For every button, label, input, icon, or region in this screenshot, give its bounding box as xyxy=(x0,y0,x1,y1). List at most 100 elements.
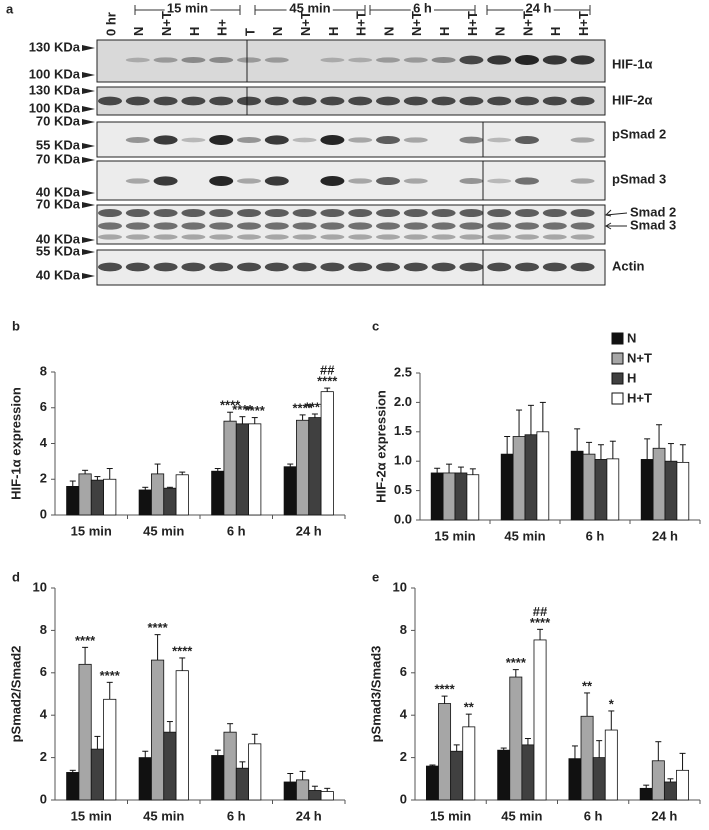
blot-band xyxy=(264,262,289,272)
blot-band xyxy=(459,55,484,65)
y-tick-label: 2 xyxy=(40,749,47,764)
blot-band xyxy=(320,222,345,230)
legend-swatch xyxy=(611,372,624,385)
bar xyxy=(163,487,177,516)
blot-band xyxy=(181,262,206,272)
y-tick-label: 4 xyxy=(40,435,48,450)
y-tick-label: 6 xyxy=(40,664,47,679)
bar xyxy=(248,423,262,516)
y-tick-label: 0.0 xyxy=(394,511,412,526)
marker-arrow xyxy=(82,202,95,208)
bar xyxy=(651,760,665,801)
bar xyxy=(103,698,117,801)
x-tick-label: 45 min xyxy=(501,808,542,823)
bar xyxy=(606,458,620,521)
legend-swatch xyxy=(611,332,624,345)
blot-band xyxy=(542,222,567,230)
blot-band xyxy=(181,209,206,217)
bar xyxy=(78,663,92,801)
y-tick-label: 2.0 xyxy=(394,394,412,409)
blot-band xyxy=(237,262,261,272)
blot-band xyxy=(209,222,234,230)
blot-band xyxy=(459,96,484,106)
legend-swatch xyxy=(611,392,624,405)
bar xyxy=(425,765,439,801)
significance-label: **** xyxy=(232,402,253,417)
blot-band xyxy=(515,234,539,240)
lane-label: N xyxy=(381,27,396,36)
blot-band xyxy=(209,262,234,272)
blot-band xyxy=(542,55,567,65)
y-tick-label: 1.5 xyxy=(394,423,412,438)
marker-arrow xyxy=(82,106,95,112)
lane-label: H xyxy=(437,27,452,36)
bar xyxy=(568,758,582,801)
blot-band xyxy=(181,96,206,106)
x-tick-label: 24 h xyxy=(651,808,677,823)
blot-band xyxy=(570,209,595,217)
bar xyxy=(235,767,249,801)
protein-label: Smad 3 xyxy=(630,217,676,232)
bar xyxy=(430,472,444,521)
blot-band xyxy=(515,55,539,65)
blot-band xyxy=(181,234,206,240)
blot-band xyxy=(125,222,150,230)
bar xyxy=(175,474,189,516)
blot-band xyxy=(209,96,234,106)
y-tick-label: 1.0 xyxy=(394,453,412,468)
panel-label: d xyxy=(12,569,20,584)
bar xyxy=(524,434,538,521)
blot-band xyxy=(264,209,289,217)
blot-band xyxy=(487,262,512,272)
y-tick-label: 8 xyxy=(40,363,47,378)
blot-band xyxy=(181,57,206,63)
significance-label: **** xyxy=(220,398,241,413)
bar xyxy=(211,755,225,801)
blot-band xyxy=(125,209,150,217)
lane-label: H xyxy=(548,27,563,36)
blot-band xyxy=(542,234,567,240)
legend-label: H xyxy=(627,370,636,385)
bar xyxy=(594,459,608,521)
blot-band xyxy=(348,137,373,143)
blot-band xyxy=(153,234,178,240)
blot-band xyxy=(125,234,150,240)
y-tick-label: 6 xyxy=(40,399,47,414)
blot-band xyxy=(403,137,428,143)
bar xyxy=(466,474,480,521)
bar xyxy=(283,781,297,801)
legend-label: H+T xyxy=(627,390,652,405)
blot-band xyxy=(403,209,428,217)
y-axis-label: HIF-2α expression xyxy=(373,390,388,503)
blot-band xyxy=(181,222,206,230)
blot-band xyxy=(348,178,373,184)
group-label: 24 h xyxy=(525,0,551,15)
blot-band xyxy=(570,178,595,184)
lane-label: T xyxy=(242,28,257,36)
marker-arrow xyxy=(82,88,95,94)
blot-band xyxy=(376,262,400,272)
blot-frame xyxy=(482,160,606,201)
significance-label: ## xyxy=(320,363,335,378)
panel-label: b xyxy=(12,318,20,333)
panel-label: e xyxy=(372,569,379,584)
marker-label: 70 KDa xyxy=(36,113,81,128)
y-tick-label: 2 xyxy=(40,471,47,486)
blot-band xyxy=(237,137,261,143)
protein-label: pSmad 3 xyxy=(612,171,666,186)
blot-band xyxy=(209,135,234,145)
bar xyxy=(438,703,452,801)
blot-band xyxy=(264,222,289,230)
blot-band xyxy=(487,96,512,106)
panel-label: a xyxy=(6,1,14,16)
significance-label: **** xyxy=(305,399,326,414)
bar xyxy=(308,790,322,801)
lane-label: H+ xyxy=(215,19,230,36)
bar xyxy=(676,461,690,521)
protein-label: Actin xyxy=(612,258,645,273)
blot-band xyxy=(320,96,345,106)
marker-label: 40 KDa xyxy=(36,184,81,199)
significance-label: ** xyxy=(464,700,475,715)
panel-label: c xyxy=(372,318,379,333)
